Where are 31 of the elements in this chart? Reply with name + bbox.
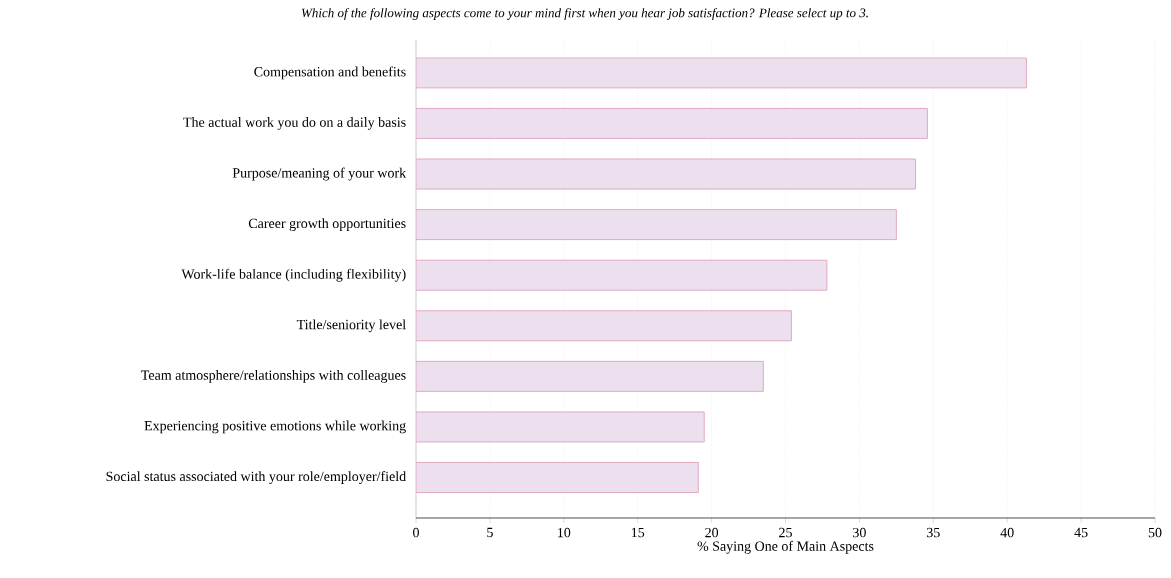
- bar: [416, 360, 764, 392]
- chart-title: Which of the following aspects come to your mind first when you hear job satisfaction? Please select up to 3.: [301, 8, 868, 20]
- x-tick-label: 5: [487, 527, 493, 538]
- y-tick-label: Team atmosphere/relationships with colleagues: [141, 369, 406, 383]
- x-tick-label: 50: [1148, 527, 1162, 538]
- x-tick-label: 25: [779, 527, 792, 538]
- bar: [416, 259, 828, 291]
- y-tick-label: Career growth opportunities: [248, 218, 406, 231]
- y-tick-label: Purpose/meaning of your work: [232, 167, 407, 181]
- y-tick-label: Work-life balance (including flexibility): [181, 268, 406, 282]
- x-axis-title: % Saying One of Main Aspects: [697, 540, 874, 554]
- x-tick-label: 15: [631, 527, 645, 538]
- x-tick-label: 30: [853, 527, 866, 538]
- bar: [416, 107, 928, 139]
- x-tick-label: 10: [558, 527, 571, 538]
- y-tick-label: Experiencing positive emotions while working: [144, 420, 406, 434]
- x-tick-label: 20: [705, 527, 719, 538]
- bar: [416, 462, 699, 494]
- x-tick-label: 0: [413, 527, 419, 538]
- y-tick-label: Title/seniority level: [296, 319, 406, 333]
- bar: [416, 411, 705, 443]
- x-tick-label: 40: [1000, 527, 1014, 538]
- bar: [416, 57, 1027, 89]
- y-tick-label: Social status associated with your role/employer/field: [106, 471, 406, 484]
- y-tick-label: The actual work you do on a daily basis: [183, 117, 406, 130]
- x-tick-label: 35: [926, 527, 940, 538]
- bar: [416, 158, 917, 190]
- x-tick-label: 45: [1074, 527, 1088, 538]
- bar: [416, 310, 792, 342]
- bar: [416, 209, 897, 241]
- y-tick-label: Compensation and benefits: [254, 66, 406, 80]
